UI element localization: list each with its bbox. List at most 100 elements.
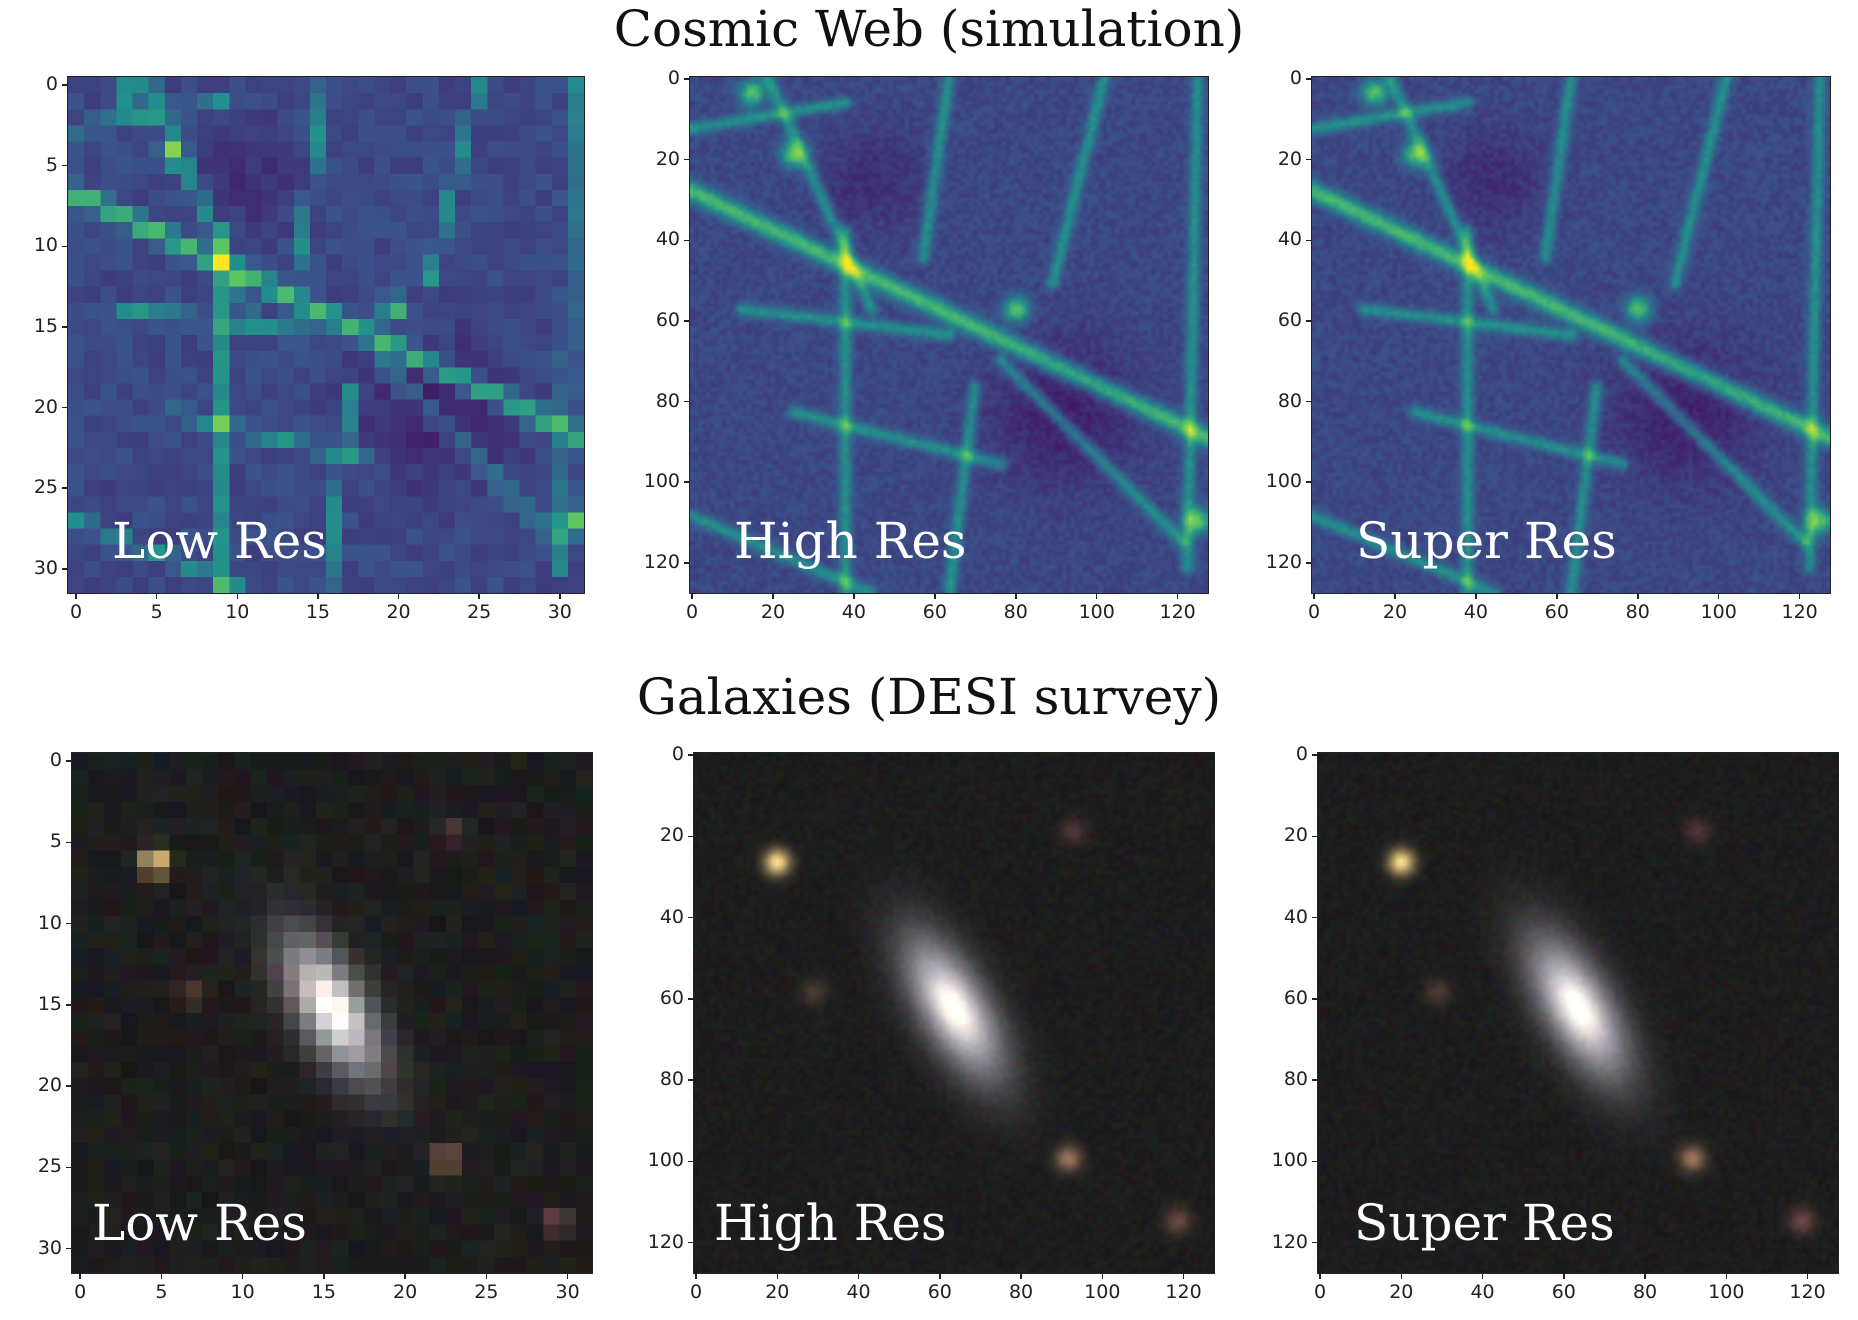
y-tick-label: 120 — [1271, 1230, 1308, 1253]
x-tick-mark — [1563, 1273, 1565, 1279]
y-tick-mark — [66, 922, 72, 925]
y-tick-mark — [1306, 320, 1312, 322]
y-tick-label: 0 — [45, 73, 58, 96]
y-tick-label: 0 — [667, 67, 680, 90]
x-tick-mark — [1015, 593, 1017, 599]
y-tick-label: 25 — [37, 1155, 62, 1178]
y-tick-label: 80 — [1277, 389, 1302, 412]
y-tick-mark — [62, 164, 68, 167]
y-tick-mark — [1306, 400, 1312, 403]
y-tick-label: 30 — [37, 1236, 62, 1259]
x-tick-label: 0 — [689, 1281, 703, 1303]
x-tick-mark — [75, 593, 77, 599]
density-map-image: Low Res — [67, 76, 585, 594]
y-tick-mark — [62, 245, 68, 248]
density-map-image: High Res — [689, 76, 1209, 594]
x-tick-label: 120 — [1789, 1281, 1826, 1303]
y-tick-mark — [62, 84, 68, 86]
x-tick-mark — [1095, 593, 1098, 599]
y-tick-mark — [684, 562, 690, 564]
y-tick-mark — [1306, 78, 1312, 80]
x-tick-mark — [1394, 593, 1396, 599]
y-tick-mark — [1312, 754, 1318, 756]
y-tick-label: 80 — [1283, 1068, 1308, 1091]
x-tick-label: 20 — [1382, 601, 1408, 623]
y-tick-label: 10 — [33, 234, 58, 257]
x-tick-label: 60 — [927, 1281, 952, 1303]
x-tick-label: 0 — [685, 601, 699, 623]
resolution-label: Super Res — [1356, 512, 1617, 570]
x-tick-mark — [1400, 1273, 1403, 1279]
y-tick-mark — [688, 916, 694, 919]
galaxy-image: Low Res — [71, 752, 593, 1274]
y-tick-mark — [688, 1160, 694, 1163]
y-tick-mark — [688, 1241, 694, 1244]
density-map-image: Super Res — [1311, 76, 1831, 594]
y-tick-label: 0 — [1295, 743, 1308, 766]
cosmic-web-title: Cosmic Web (simulation) — [613, 0, 1245, 58]
x-tick-label: 15 — [305, 601, 331, 623]
x-tick-mark — [1481, 1273, 1484, 1279]
y-tick-label: 60 — [655, 308, 680, 331]
x-tick-mark — [478, 593, 480, 599]
galaxies-title: Galaxies (DESI survey) — [636, 668, 1222, 726]
y-tick-label: 80 — [659, 1068, 684, 1091]
y-tick-mark — [1312, 998, 1318, 1000]
y-tick-label: 10 — [37, 911, 62, 934]
y-tick-label: 120 — [647, 1230, 684, 1253]
galaxy-image: High Res — [693, 752, 1215, 1274]
y-tick-mark — [62, 568, 68, 570]
x-tick-label: 60 — [922, 601, 947, 623]
y-tick-label: 0 — [49, 749, 62, 772]
y-tick-label: 5 — [49, 830, 62, 853]
x-tick-mark — [241, 1273, 244, 1279]
x-tick-label: 20 — [1389, 1281, 1414, 1303]
x-tick-label: 60 — [1544, 601, 1569, 623]
x-tick-mark — [1182, 1273, 1185, 1279]
y-tick-label: 120 — [1265, 550, 1302, 573]
x-tick-label: 0 — [1313, 1281, 1327, 1303]
y-tick-label: 30 — [33, 556, 58, 579]
x-tick-mark — [155, 593, 158, 599]
y-tick-label: 80 — [655, 389, 680, 412]
y-tick-mark — [1306, 481, 1312, 483]
y-tick-mark — [1312, 916, 1318, 919]
x-tick-label: 20 — [386, 601, 411, 623]
y-tick-label: 0 — [671, 743, 684, 766]
x-tick-label: 120 — [1781, 601, 1818, 623]
y-tick-label: 20 — [1277, 147, 1302, 170]
y-tick-label: 0 — [1289, 67, 1302, 90]
x-tick-mark — [695, 1273, 697, 1279]
x-tick-label: 0 — [1307, 601, 1321, 623]
x-tick-mark — [236, 593, 239, 599]
x-tick-mark — [559, 593, 561, 599]
x-tick-label: 40 — [1470, 1281, 1495, 1303]
y-tick-mark — [684, 158, 690, 161]
x-tick-label: 40 — [841, 601, 866, 623]
resolution-label: Low Res — [92, 1194, 307, 1252]
y-tick-mark — [1306, 562, 1312, 564]
resolution-label: High Res — [734, 512, 967, 570]
x-tick-label: 60 — [1551, 1281, 1576, 1303]
x-tick-label: 25 — [474, 1281, 499, 1303]
y-tick-mark — [66, 841, 72, 844]
x-tick-label: 100 — [1084, 1281, 1121, 1303]
y-tick-mark — [684, 481, 690, 483]
x-tick-mark — [397, 593, 400, 599]
x-tick-label: 30 — [547, 601, 572, 623]
x-tick-mark — [1319, 1273, 1321, 1279]
x-tick-label: 80 — [1632, 1281, 1658, 1303]
resolution-label: Super Res — [1354, 1194, 1615, 1252]
x-tick-label: 120 — [1165, 1281, 1202, 1303]
x-tick-mark — [1176, 593, 1179, 599]
y-tick-label: 100 — [643, 470, 680, 493]
y-tick-label: 15 — [37, 992, 62, 1015]
x-tick-mark — [1806, 1273, 1809, 1279]
x-tick-label: 120 — [1159, 601, 1196, 623]
y-tick-mark — [66, 1247, 72, 1250]
x-tick-mark — [1020, 1273, 1022, 1279]
y-tick-mark — [1312, 1241, 1318, 1244]
y-tick-mark — [66, 760, 72, 762]
x-tick-mark — [1313, 593, 1315, 599]
y-tick-label: 100 — [647, 1149, 684, 1172]
